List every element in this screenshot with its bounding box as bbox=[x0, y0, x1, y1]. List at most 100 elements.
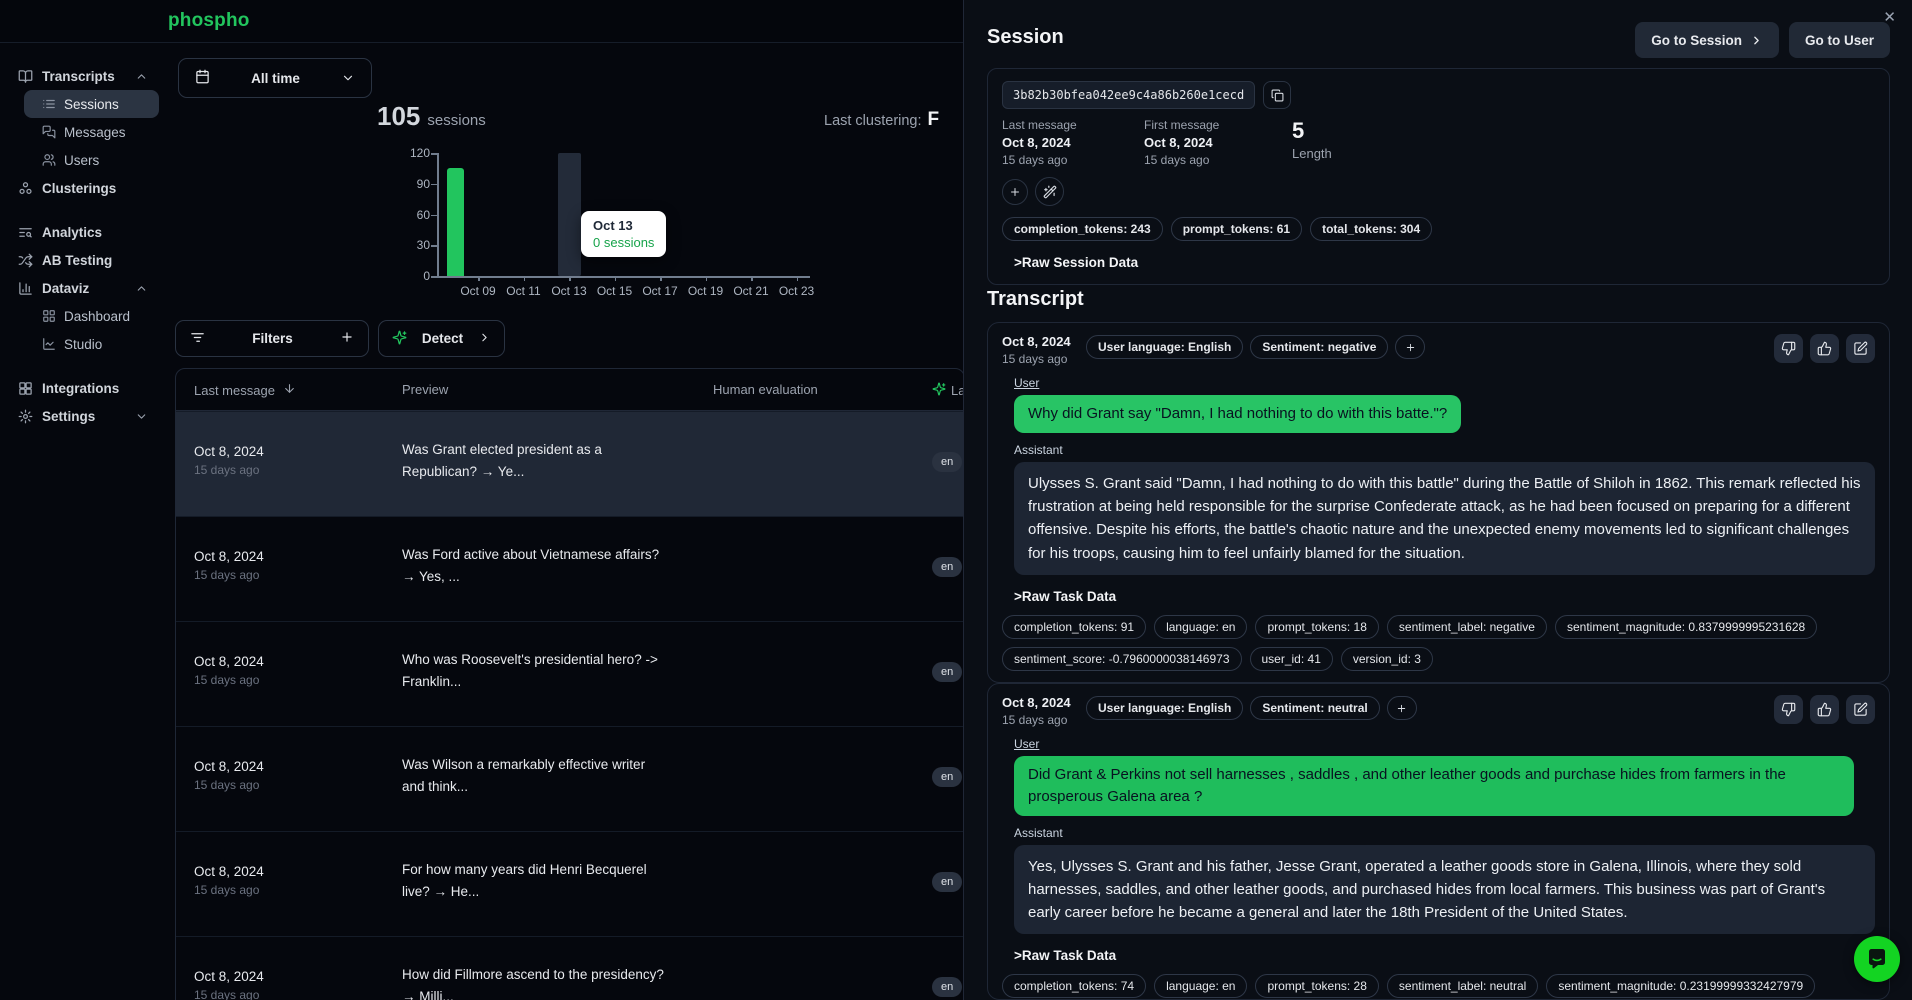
add-badge-button[interactable] bbox=[1395, 335, 1426, 359]
user-role-label[interactable]: User bbox=[1014, 376, 1040, 390]
table-row[interactable]: Oct 8, 2024 15 days ago Was Ford active a… bbox=[176, 516, 963, 621]
language-badge: User language: English bbox=[1086, 696, 1244, 720]
x-tick-label: Oct 11 bbox=[506, 284, 541, 298]
last-message-label: Last message bbox=[1002, 118, 1077, 132]
go-to-user-label: Go to User bbox=[1804, 32, 1874, 48]
sidebar-item-integrations[interactable]: Integrations bbox=[0, 374, 170, 402]
chevron-up-icon bbox=[135, 282, 148, 295]
gear-icon bbox=[18, 409, 33, 424]
table-row[interactable]: Oct 8, 2024 15 days ago Was Wilson a rema… bbox=[176, 726, 963, 831]
list-search-icon bbox=[18, 225, 33, 240]
col-language: Language bbox=[932, 382, 963, 399]
col-human-evaluation: Human evaluation bbox=[713, 382, 818, 397]
sidebar-item-sessions[interactable]: Sessions bbox=[24, 90, 159, 118]
language-badge: en bbox=[932, 662, 963, 682]
line-chart-icon bbox=[42, 337, 56, 351]
go-to-session-button[interactable]: Go to Session bbox=[1635, 22, 1779, 58]
sidebar-item-dataviz[interactable]: Dataviz bbox=[0, 274, 170, 302]
row-date: Oct 8, 2024 bbox=[194, 969, 264, 984]
table-row[interactable]: Oct 8, 2024 15 days ago Was Grant elected… bbox=[176, 411, 963, 516]
list-icon bbox=[42, 97, 56, 111]
last-message-date: Oct 8, 2024 bbox=[1002, 135, 1071, 150]
sidebar-item-analytics[interactable]: Analytics bbox=[0, 218, 170, 246]
x-tick-label: Oct 19 bbox=[687, 284, 724, 298]
sidebar-label: Clusterings bbox=[42, 180, 117, 196]
row-date: Oct 8, 2024 bbox=[194, 444, 264, 459]
col-last-message[interactable]: Last message bbox=[194, 382, 275, 398]
filter-icon bbox=[190, 330, 205, 348]
sidebar-item-studio[interactable]: Studio bbox=[0, 330, 170, 358]
sidebar-label: Messages bbox=[64, 124, 126, 140]
edit-button[interactable] bbox=[1846, 334, 1875, 363]
row-preview: Was Wilson a remarkably effective writer… bbox=[402, 757, 646, 794]
meta-badge: version_id: 3 bbox=[1340, 646, 1433, 671]
meta-badge: prompt_tokens: 28 bbox=[1255, 974, 1379, 999]
sparkles-icon bbox=[932, 382, 946, 399]
language-badge: en bbox=[932, 452, 963, 472]
table-row[interactable]: Oct 8, 2024 15 days ago How did Fillmore … bbox=[176, 936, 963, 1000]
x-tick-label: Oct 15 bbox=[596, 284, 633, 298]
row-date: Oct 8, 2024 bbox=[194, 654, 264, 669]
row-date: Oct 8, 2024 bbox=[194, 549, 264, 564]
sentiment-badge: Sentiment: neutral bbox=[1250, 696, 1380, 720]
date-range-select[interactable]: All time bbox=[178, 58, 372, 98]
sessions-chart[interactable]: 0 30 60 90 120 Oct 09 Oct 11 Oct 13 Oct 15 Oct 17… bbox=[0, 43, 963, 363]
arrow-down-icon[interactable] bbox=[283, 382, 296, 398]
y-tick-label: 30 bbox=[416, 238, 430, 253]
user-message-bubble: Did Grant & Perkins not sell harnesses ,… bbox=[1014, 756, 1854, 816]
x-tick-label: Oct 23 bbox=[778, 284, 815, 298]
y-tick-label: 60 bbox=[416, 207, 430, 222]
meta-badge: sentiment_score: -0.7960000038146973 bbox=[1002, 646, 1242, 671]
sidebar-item-messages[interactable]: Messages bbox=[0, 118, 170, 146]
sparkles-icon bbox=[392, 330, 407, 348]
magic-wand-button[interactable] bbox=[1035, 177, 1064, 206]
close-icon[interactable]: ✕ bbox=[1883, 9, 1896, 26]
raw-task-data-toggle[interactable]: >Raw Task Data bbox=[1014, 948, 1117, 964]
date-range-value: All time bbox=[251, 70, 300, 86]
detect-button[interactable]: Detect bbox=[378, 320, 505, 357]
language-badge: en bbox=[932, 767, 963, 787]
thumbs-down-button[interactable] bbox=[1774, 695, 1803, 724]
session-id[interactable]: 3b82b30bfea042ee9c4a86b260e1cecd bbox=[1002, 81, 1256, 109]
meta-badge: completion_tokens: 74 bbox=[1002, 974, 1147, 999]
meta-badge: sentiment_magnitude: 0.8379999995231628 bbox=[1554, 614, 1818, 639]
sidebar-item-dashboard[interactable]: Dashboard bbox=[0, 302, 170, 330]
raw-session-data-toggle[interactable]: >Raw Session Data bbox=[1014, 255, 1139, 270]
col-preview: Preview bbox=[402, 382, 449, 397]
add-tag-button[interactable] bbox=[1002, 178, 1028, 205]
sidebar-label: AB Testing bbox=[42, 252, 113, 268]
sidebar-item-users[interactable]: Users bbox=[0, 146, 170, 174]
thumbs-down-button[interactable] bbox=[1774, 334, 1803, 363]
session-badge: prompt_tokens: 61 bbox=[1170, 217, 1303, 241]
assistant-message-bubble: Yes, Ulysses S. Grant and his father, Je… bbox=[1014, 844, 1875, 935]
go-to-user-button[interactable]: Go to User bbox=[1788, 22, 1890, 58]
row-date: Oct 8, 2024 bbox=[194, 759, 264, 774]
edit-button[interactable] bbox=[1846, 695, 1875, 724]
meta-badge: language: en bbox=[1154, 974, 1248, 999]
sidebar-label: Transcripts bbox=[42, 68, 115, 84]
table-row[interactable]: Oct 8, 2024 15 days ago Who was Roosevelt… bbox=[176, 621, 963, 726]
assistant-role-label[interactable]: Assistant bbox=[1014, 442, 1063, 457]
add-badge-button[interactable] bbox=[1386, 696, 1417, 720]
sidebar-item-clusterings[interactable]: Clusterings bbox=[0, 174, 170, 202]
thumbs-up-button[interactable] bbox=[1810, 334, 1839, 363]
filters-button[interactable]: Filters bbox=[175, 320, 369, 357]
thumbs-up-button[interactable] bbox=[1810, 695, 1839, 724]
sidebar-item-ab-testing[interactable]: AB Testing bbox=[0, 246, 170, 274]
meta-badge: user_id: 41 bbox=[1249, 646, 1333, 671]
col-language-label: Language bbox=[951, 383, 963, 398]
phospho-logo[interactable]: phospho bbox=[168, 10, 250, 31]
chat-launcher-button[interactable] bbox=[1854, 936, 1900, 982]
table-row[interactable]: Oct 8, 2024 15 days ago For how many year… bbox=[176, 831, 963, 936]
raw-task-data-toggle[interactable]: >Raw Task Data bbox=[1014, 588, 1117, 604]
row-ago: 15 days ago bbox=[194, 568, 260, 582]
sidebar-item-transcripts[interactable]: Transcripts bbox=[0, 62, 170, 90]
main-content: All time 105 sessions Last clustering: F 0… bbox=[0, 43, 963, 1000]
assistant-role-label[interactable]: Assistant bbox=[1014, 825, 1063, 840]
plus-icon bbox=[340, 330, 354, 347]
sidebar-item-settings[interactable]: Settings bbox=[0, 402, 170, 430]
last-message-ago: 15 days ago bbox=[1002, 153, 1068, 167]
user-role-label[interactable]: User bbox=[1014, 737, 1040, 751]
transcript-message: Oct 8, 2024 15 days ago User language: E… bbox=[987, 322, 1890, 683]
copy-button[interactable] bbox=[1263, 81, 1292, 109]
